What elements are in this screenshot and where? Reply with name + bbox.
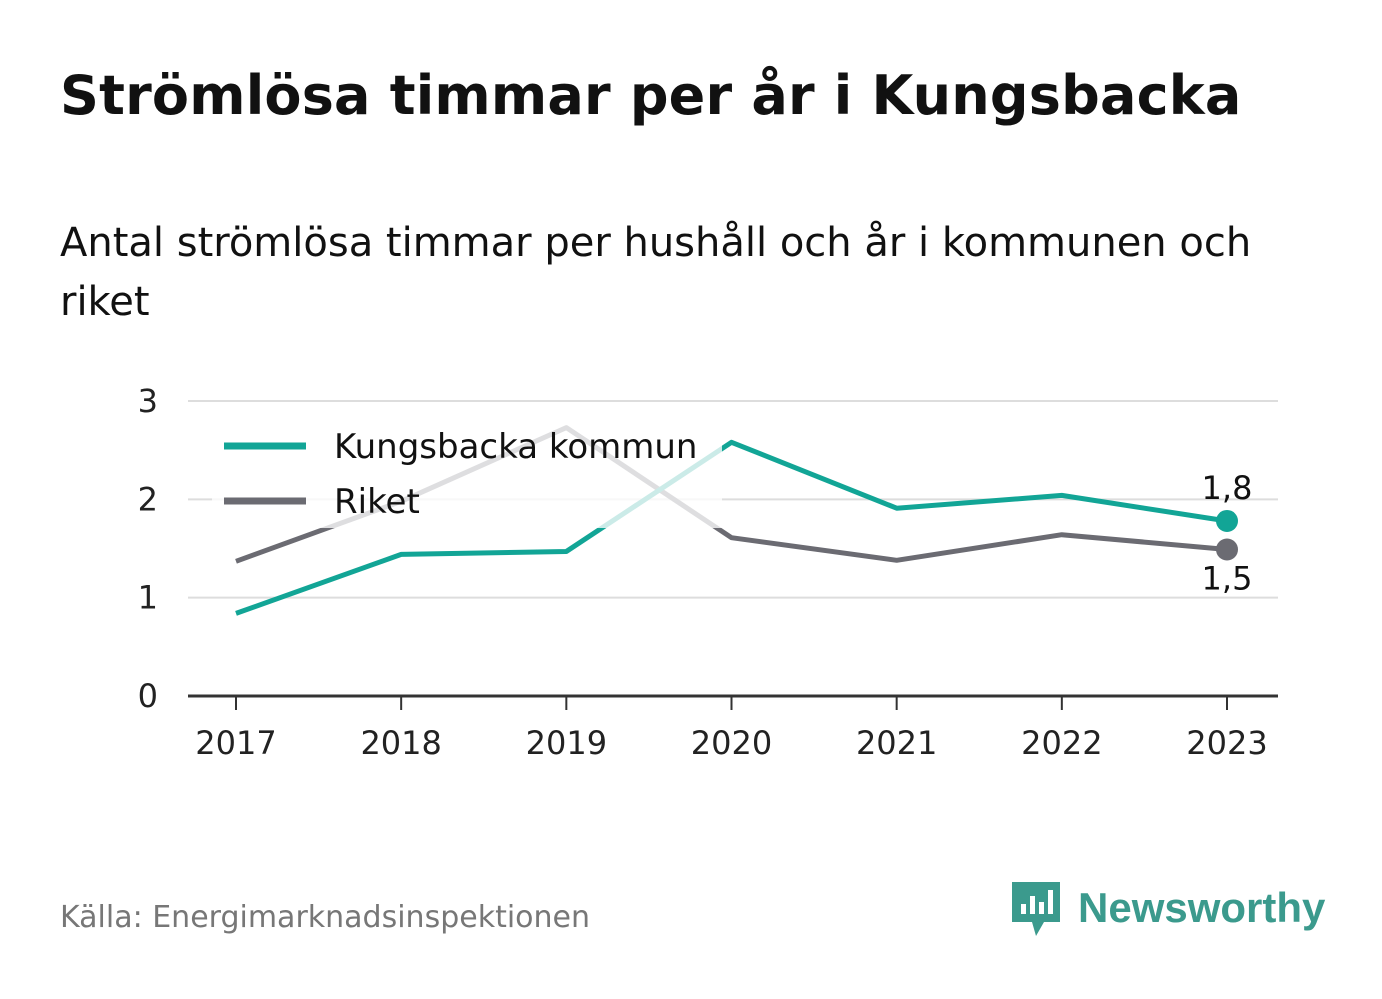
legend-label: Kungsbacka kommun <box>334 427 697 467</box>
end-marker <box>1216 509 1238 532</box>
legend: Kungsbacka kommun Riket <box>212 418 722 528</box>
x-tick-label: 2017 <box>195 724 276 762</box>
chart-title: Strömlösa timmar per år i Kungsbacka <box>60 64 1242 127</box>
y-tick-label: 3 <box>138 382 158 420</box>
x-tick-label: 2021 <box>856 724 937 762</box>
x-tick-label: 2018 <box>360 724 441 762</box>
legend-label: Riket <box>334 482 420 522</box>
chart-subtitle: Antal strömlösa timmar per hushåll och å… <box>60 220 1252 325</box>
legend-background <box>212 418 722 528</box>
newsworthy-logo-text: Newsworthy <box>1078 884 1326 931</box>
x-axis-tick-labels: 2017 2018 2019 2020 2021 2022 2023 <box>195 696 1268 762</box>
end-value-label: 1,8 <box>1202 469 1253 507</box>
series-line-kungsbacka-kommun <box>235 439 1228 616</box>
newsworthy-logo: Newsworthy <box>1010 878 1325 938</box>
end-markers: 1,8 1,5 <box>1202 469 1253 598</box>
y-tick-label: 1 <box>138 579 158 617</box>
newsworthy-logo-icon <box>1012 882 1060 936</box>
x-tick-label: 2022 <box>1021 724 1102 762</box>
y-tick-label: 2 <box>138 480 158 518</box>
end-marker <box>1216 538 1238 561</box>
x-tick-label: 2019 <box>526 724 607 762</box>
y-axis-tick-labels: 0 1 2 3 <box>138 382 158 715</box>
x-tick-label: 2023 <box>1186 724 1267 762</box>
source-note: Källa: Energimarknadsinspektionen <box>60 900 591 935</box>
y-tick-label: 0 <box>138 677 158 715</box>
end-value-label: 1,5 <box>1202 559 1253 597</box>
x-tick-label: 2020 <box>691 724 772 762</box>
